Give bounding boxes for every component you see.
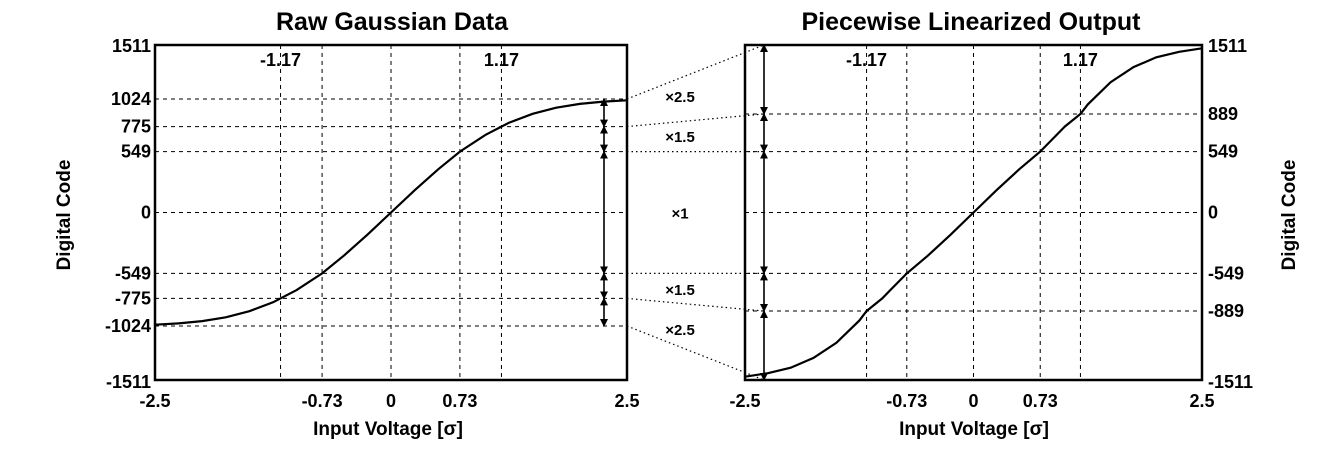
segment-connector-line bbox=[626, 44, 765, 100]
left-y-tick-label: 0 bbox=[141, 203, 151, 223]
segment-multiplier-label: ×1.5 bbox=[665, 129, 695, 146]
left-chart-title: Raw Gaussian Data bbox=[276, 8, 509, 36]
right-x-tick-label: 0 bbox=[968, 391, 978, 411]
right-y-tick-label: 1511 bbox=[1208, 36, 1247, 56]
right-y-tick-label: 0 bbox=[1208, 203, 1218, 223]
left-y-tick-label: -775 bbox=[115, 288, 151, 308]
segment-connector-line bbox=[626, 325, 765, 381]
left-plot: -2.5 -0.73 0 0.73 2.5 -1.17 1.17 1511 1024 775 549… bbox=[105, 36, 640, 411]
segment-connector-line bbox=[626, 297, 765, 312]
segment-connectors: ×2.5 ×1.5 ×1 ×1.5 ×2.5 bbox=[600, 44, 768, 381]
left-data-line bbox=[154, 99, 628, 326]
right-x-tick-label: -2.5 bbox=[729, 391, 760, 411]
left-x-tick-label: -0.73 bbox=[302, 391, 343, 411]
left-y-tick-label: -549 bbox=[115, 263, 151, 283]
right-x-tick-label: 0.73 bbox=[1023, 391, 1058, 411]
right-y-axis-label: Digital Code bbox=[1279, 160, 1300, 271]
right-plot: -2.5 -0.73 0 0.73 2.5 -1.17 1.17 1511 889 549 0 -54… bbox=[729, 36, 1253, 411]
right-y-tick-label: 889 bbox=[1208, 104, 1238, 124]
right-x-top-label: -1.17 bbox=[846, 50, 887, 70]
left-x-tick-label: 2.5 bbox=[614, 391, 639, 411]
right-x-top-label: 1.17 bbox=[1063, 50, 1098, 70]
left-y-tick-label: 1024 bbox=[111, 89, 151, 109]
right-x-tick-label: 2.5 bbox=[1189, 391, 1214, 411]
left-x-tick-label: 0 bbox=[386, 391, 396, 411]
left-y-tick-label: -1024 bbox=[105, 316, 151, 336]
right-x-tick-label: -0.73 bbox=[886, 391, 927, 411]
left-y-tick-label: 1511 bbox=[112, 36, 151, 56]
right-x-axis-label: Input Voltage [σ] bbox=[899, 419, 1049, 440]
left-y-tick-label: 775 bbox=[121, 117, 151, 137]
left-y-tick-label: -1511 bbox=[106, 372, 151, 392]
left-x-tick-label: 0.73 bbox=[442, 391, 477, 411]
right-data-line bbox=[744, 47, 1203, 378]
left-y-tick-label: 549 bbox=[121, 142, 151, 162]
right-y-tick-label: -1511 bbox=[1208, 372, 1253, 392]
segment-multiplier-label: ×1.5 bbox=[665, 282, 695, 299]
left-x-tick-label: -2.5 bbox=[139, 391, 170, 411]
right-y-tick-label: -889 bbox=[1208, 301, 1244, 321]
left-x-top-label: 1.17 bbox=[484, 50, 519, 70]
segment-multiplier-label: ×2.5 bbox=[665, 322, 695, 339]
left-x-top-label: -1.17 bbox=[260, 50, 301, 70]
left-x-axis-label: Input Voltage [σ] bbox=[313, 419, 463, 440]
left-plot-frame bbox=[153, 43, 629, 382]
left-y-axis-label: Digital Code bbox=[54, 160, 75, 271]
segment-connector-line bbox=[626, 113, 765, 128]
segment-multiplier-label: ×1 bbox=[671, 206, 688, 223]
segment-multiplier-label: ×2.5 bbox=[665, 89, 695, 106]
right-chart-title: Piecewise Linearized Output bbox=[802, 8, 1142, 36]
right-y-tick-label: 549 bbox=[1208, 142, 1238, 162]
right-y-tick-label: -549 bbox=[1208, 263, 1244, 283]
right-plot-frame bbox=[743, 43, 1204, 382]
